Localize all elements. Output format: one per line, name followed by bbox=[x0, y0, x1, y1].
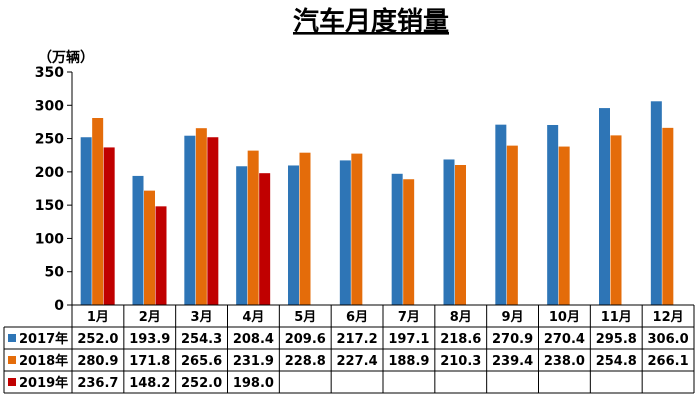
bar-2018年-5月 bbox=[299, 152, 311, 305]
bar-2017年-2月 bbox=[132, 175, 144, 305]
bar-2019年-1月 bbox=[103, 147, 115, 305]
bar-2018年-9月 bbox=[506, 145, 518, 305]
data-label: 270.9 bbox=[492, 332, 533, 347]
bar-2017年-1月 bbox=[80, 137, 92, 305]
data-label: 280.9 bbox=[77, 354, 118, 369]
bar-2017年-11月 bbox=[599, 108, 610, 305]
x-category-label: 7月 bbox=[398, 310, 420, 325]
bar-2017年-3月 bbox=[184, 135, 196, 305]
y-tick-label: 150 bbox=[35, 198, 64, 214]
y-tick-label: 250 bbox=[35, 132, 64, 148]
data-label: 210.3 bbox=[440, 354, 481, 369]
y-tick-label: 100 bbox=[35, 231, 64, 247]
y-tick-label: 350 bbox=[35, 65, 64, 81]
bar-2017年-12月 bbox=[650, 101, 662, 305]
data-label: 171.8 bbox=[129, 354, 170, 369]
legend-label: 2019年 bbox=[19, 375, 68, 391]
bar-2018年-12月 bbox=[662, 127, 674, 306]
bar-2017年-5月 bbox=[288, 165, 299, 305]
data-label: 254.3 bbox=[181, 332, 222, 347]
bar-2019年-3月 bbox=[207, 137, 219, 305]
legend-label: 2018年 bbox=[19, 353, 68, 369]
legend-label: 2017年 bbox=[19, 331, 68, 347]
bar-2018年-8月 bbox=[455, 165, 466, 305]
data-label: 265.6 bbox=[181, 354, 222, 369]
x-category-label: 8月 bbox=[450, 310, 472, 325]
data-label: 209.6 bbox=[285, 332, 326, 347]
data-label: 306.0 bbox=[648, 332, 689, 347]
data-label: 252.0 bbox=[181, 376, 222, 391]
bar-2018年-4月 bbox=[247, 150, 259, 305]
x-category-label: 12月 bbox=[653, 310, 684, 325]
data-label: 217.2 bbox=[337, 332, 378, 347]
bar-2018年-6月 bbox=[351, 153, 363, 305]
x-category-label: 4月 bbox=[242, 310, 264, 325]
legend-key-2018年 bbox=[8, 356, 16, 364]
data-table: 1月 2月 3月 4月 5月 6月 7月 8月 9月 10月 11月 12月 2017年 252.0 193… bbox=[3, 304, 695, 394]
plot-area: 0 50 100 150 200 250 300 350 bbox=[35, 65, 674, 314]
data-label: 239.4 bbox=[492, 354, 533, 369]
data-label: 227.4 bbox=[337, 354, 378, 369]
data-label: 254.8 bbox=[596, 354, 637, 369]
x-category-label: 10月 bbox=[549, 310, 580, 325]
data-label: 266.1 bbox=[648, 354, 689, 369]
x-category-label: 11月 bbox=[601, 310, 632, 325]
data-label: 270.4 bbox=[544, 332, 585, 347]
data-label: 295.8 bbox=[596, 332, 637, 347]
x-category-label: 6月 bbox=[346, 310, 368, 325]
data-label: 218.6 bbox=[440, 332, 481, 347]
bar-2019年-2月 bbox=[155, 206, 167, 305]
bar-2018年-2月 bbox=[144, 190, 155, 305]
data-label: 197.1 bbox=[388, 332, 429, 347]
data-label: 148.2 bbox=[129, 376, 170, 391]
bar-2018年-3月 bbox=[195, 128, 207, 305]
data-label: 198.0 bbox=[233, 376, 274, 391]
x-category-label: 5月 bbox=[294, 310, 316, 325]
bar-2018年-7月 bbox=[403, 179, 415, 305]
legend-key-2017年 bbox=[8, 334, 16, 342]
bar-2018年-1月 bbox=[92, 118, 104, 305]
bar-2018年-11月 bbox=[610, 135, 622, 305]
chart-title: 汽车月度销量 bbox=[293, 6, 449, 37]
data-label: 208.4 bbox=[233, 332, 274, 347]
y-axis-unit: （万辆） bbox=[38, 49, 94, 66]
y-tick-label: 50 bbox=[45, 265, 65, 281]
data-label: 231.9 bbox=[233, 354, 274, 369]
x-category-label: 9月 bbox=[502, 310, 524, 325]
bar-2017年-4月 bbox=[236, 166, 248, 305]
y-tick-label: 200 bbox=[35, 165, 64, 181]
data-label: 252.0 bbox=[77, 332, 118, 347]
bar-2017年-7月 bbox=[391, 173, 403, 305]
bar-2018年-10月 bbox=[558, 146, 570, 305]
legend-key-2019年 bbox=[8, 378, 16, 386]
data-label: 238.0 bbox=[544, 354, 585, 369]
bar-2017年-6月 bbox=[339, 160, 351, 305]
data-label: 193.9 bbox=[129, 332, 170, 347]
bar-2017年-9月 bbox=[495, 124, 507, 306]
y-tick-label: 0 bbox=[54, 298, 64, 314]
data-label: 228.8 bbox=[285, 354, 326, 369]
bar-2019年-4月 bbox=[259, 173, 271, 305]
x-category-label: 2月 bbox=[139, 310, 161, 325]
y-tick-label: 300 bbox=[35, 98, 64, 114]
x-category-label: 1月 bbox=[87, 310, 109, 325]
data-label: 188.9 bbox=[388, 354, 429, 369]
data-label: 236.7 bbox=[77, 376, 118, 391]
bar-2017年-8月 bbox=[443, 159, 455, 305]
bar-2017年-10月 bbox=[547, 124, 559, 305]
x-category-label: 3月 bbox=[191, 310, 213, 325]
